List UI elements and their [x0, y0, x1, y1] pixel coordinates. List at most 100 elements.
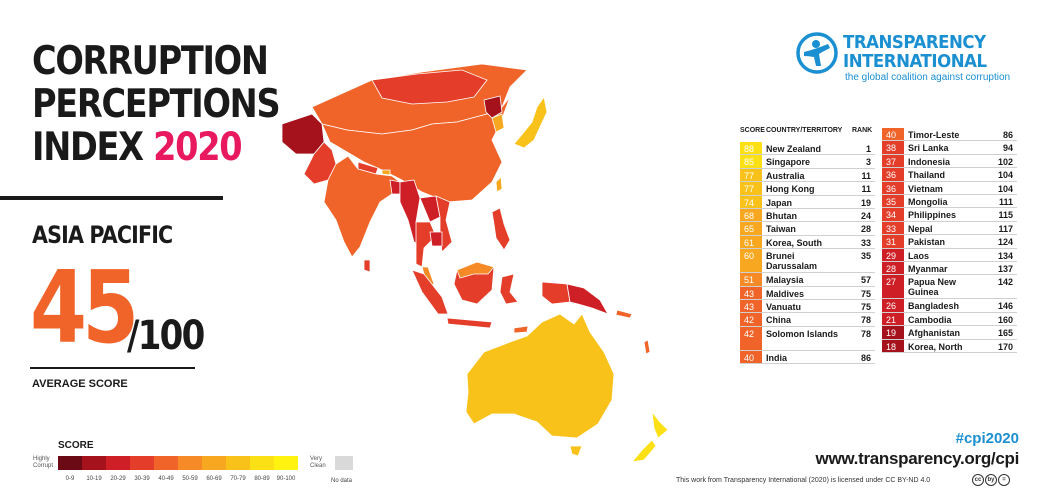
logo-name-line-2: INTERNATIONAL — [843, 51, 987, 72]
column-header-score: SCORE — [740, 127, 765, 134]
score-cell: 60 — [740, 249, 762, 273]
table-row: 43 Maldives 75 — [740, 286, 875, 300]
title-divider — [0, 196, 223, 200]
transparency-international-logo-icon — [796, 32, 838, 74]
country-cell: Mongolia — [908, 197, 948, 207]
rank-cell: 104 — [997, 183, 1013, 194]
legend-swatch: 50-59 — [178, 456, 202, 482]
rank-cell: 11 — [861, 170, 871, 181]
score-cell: 27 — [882, 275, 904, 299]
map-country-vanuatu — [643, 339, 651, 355]
legend-swatch: 40-49 — [154, 456, 178, 482]
country-cell: Bangladesh — [908, 301, 960, 312]
table-row: 26 Bangladesh 146 — [882, 299, 1017, 313]
table-row: 28 Myanmar 137 — [882, 262, 1017, 276]
rank-cell: 78 — [860, 315, 871, 326]
rank-cell: 11 — [861, 184, 871, 195]
score-cell: 61 — [740, 235, 762, 249]
rank-cell: 24 — [860, 211, 871, 221]
score-cell: 68 — [740, 209, 762, 222]
table-row: 19 Afghanistan 165 — [882, 326, 1017, 340]
rank-cell: 3 — [865, 157, 871, 168]
legend-tick-label: 10-19 — [86, 476, 102, 482]
country-cell: Singapore — [766, 157, 811, 168]
map-country-korea-north — [483, 95, 503, 119]
score-cell: 35 — [882, 195, 904, 208]
score-cell: 21 — [882, 312, 904, 326]
rank-cell: 142 — [997, 277, 1013, 288]
rank-cell: 86 — [860, 352, 871, 363]
cc-license-icons: cc by = — [972, 474, 1010, 486]
legend-tick-label: 60-69 — [206, 476, 222, 482]
country-cell: Vanuatu — [766, 302, 802, 312]
score-cell: 77 — [740, 168, 762, 182]
rank-cell: 19 — [860, 197, 871, 208]
logo-name-line-1: TRANSPARENCY — [843, 32, 986, 53]
score-cell: 33 — [882, 221, 904, 235]
legend-swatch: 20-29 — [106, 456, 130, 482]
table-row: 42 Solomon Islands 78 — [740, 326, 875, 351]
logo-name: TRANSPARENCY INTERNATIONAL — [843, 33, 987, 71]
table-row: 37 Indonesia 102 — [882, 154, 1017, 169]
map-country-afghanistan — [281, 113, 325, 155]
average-score-value: 45 — [30, 249, 139, 366]
rank-cell: 117 — [998, 223, 1013, 234]
map-country-indonesia-sulawesi — [499, 273, 519, 305]
rank-cell: 1 — [865, 144, 871, 154]
legend-swatch: 30-39 — [130, 456, 154, 482]
score-cell: 43 — [740, 300, 762, 313]
map-country-new-zealand-north — [651, 410, 669, 439]
title-year: 2020 — [153, 125, 242, 170]
title-index: INDEX — [32, 125, 144, 170]
legend-low-label: Highly Corrupt — [33, 456, 54, 469]
score-divider — [30, 367, 195, 369]
map-country-india — [323, 155, 401, 258]
score-cell: 40 — [740, 350, 762, 364]
score-cell: 88 — [740, 142, 762, 155]
country-cell: China — [766, 315, 792, 326]
country-cell: Pakistan — [908, 237, 946, 248]
country-cell: Papua New Guinea — [908, 277, 957, 298]
legend-tick-label: 30-39 — [134, 476, 150, 482]
legend-swatch: 80-89 — [250, 456, 274, 482]
country-cell: Vietnam — [908, 183, 943, 194]
ranking-table-right: 40 Timor-Leste 86 38 Sri Lanka 94 37 Indonesia 1… — [882, 128, 1017, 353]
table-row: 85 Singapore 3 — [740, 155, 875, 169]
map-country-australia — [465, 313, 615, 439]
table-row: 21 Cambodia 160 — [882, 312, 1017, 327]
table-row: 43 Vanuatu 75 — [740, 300, 875, 314]
country-cell: Timor-Leste — [908, 130, 960, 140]
legend-tick-label: 0-9 — [65, 476, 75, 482]
rank-cell: 75 — [860, 288, 871, 299]
score-cell: 31 — [882, 235, 904, 248]
table-header: SCORE COUNTRY/TERRITORY RANK — [740, 127, 875, 137]
map-country-philippines — [491, 207, 511, 251]
country-cell: Afghanistan — [908, 328, 961, 339]
score-cell: 34 — [882, 208, 904, 221]
map-country-china — [321, 96, 511, 203]
country-cell: Sri Lanka — [908, 143, 949, 154]
score-cell: 40 — [882, 128, 904, 141]
map-country-timor-leste — [513, 325, 529, 334]
legend-swatch: 10-19 — [82, 456, 106, 482]
column-header-country: COUNTRY/TERRITORY — [766, 127, 843, 134]
map-country-taiwan — [495, 176, 503, 193]
table-row: 35 Mongolia 111 — [882, 195, 1017, 209]
country-cell: Indonesia — [908, 156, 951, 167]
country-cell: Korea, North — [908, 341, 963, 352]
legend-swatch: 60-69 — [202, 456, 226, 482]
country-cell: Nepal — [908, 223, 933, 234]
website-link[interactable]: www.transparency.org/cpi — [815, 449, 1020, 468]
score-cell: 77 — [740, 182, 762, 195]
country-cell: Japan — [766, 197, 793, 208]
score-cell: 42 — [740, 313, 762, 326]
map-country-papua-new-guinea — [566, 283, 609, 315]
legend-title: SCORE — [58, 440, 94, 451]
legend-no-data-label: No data — [331, 478, 353, 484]
rank-cell: 170 — [997, 341, 1013, 352]
table-row: 77 Australia 11 — [740, 168, 875, 183]
table-row: 36 Vietnam 104 — [882, 181, 1017, 195]
table-row: 29 Laos 134 — [882, 248, 1017, 262]
table-row: 88 New Zealand 1 — [740, 142, 875, 156]
table-row: 40 Timor-Leste 86 — [882, 128, 1017, 142]
